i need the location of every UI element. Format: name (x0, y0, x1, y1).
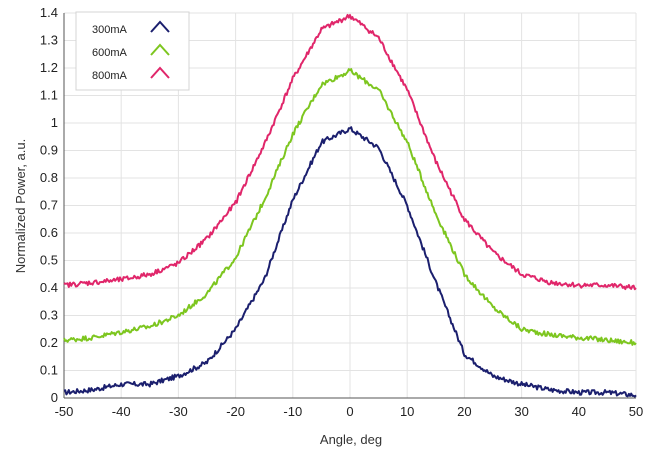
y-tick-label: 0.3 (40, 308, 58, 323)
x-tick-label: 40 (572, 404, 586, 419)
y-tick-label: 1.2 (40, 60, 58, 75)
y-tick-label: 0.8 (40, 170, 58, 185)
x-tick-label: 30 (514, 404, 528, 419)
series-lines (63, 13, 637, 398)
axes: -50 -40 -30 -20 -10 0 10 20 30 40 50 0 0.1 0.2 0.3 0.4 0… (40, 5, 643, 419)
y-tick-label: 0.1 (40, 363, 58, 378)
legend-label-800mA: 800mA (92, 70, 128, 82)
x-axis-label: Angle, deg (320, 432, 382, 447)
y-tick-label: 0.9 (40, 143, 58, 158)
x-tick-label: 20 (457, 404, 471, 419)
y-tick-label: 0 (51, 390, 58, 405)
y-tick-label: 1.1 (40, 88, 58, 103)
x-tick-label: 10 (400, 404, 414, 419)
x-tick-label: 0 (346, 404, 353, 419)
legend: 300mA 600mA 800mA (75, 11, 190, 91)
y-tick-label: 0.7 (40, 198, 58, 213)
legend-marker-800mA (150, 66, 170, 79)
legend-marker-300mA (150, 20, 170, 33)
x-tick-label: 50 (629, 404, 643, 419)
series-line-800mA (63, 13, 637, 291)
y-tick-label: 0.6 (40, 225, 58, 240)
y-tick-label: 1.4 (40, 5, 58, 20)
series-line-600mA (63, 68, 637, 346)
legend-box (75, 11, 190, 91)
y-tick-label: 0.4 (40, 280, 58, 295)
legend-marker-600mA (150, 43, 170, 56)
x-tick-label: -40 (112, 404, 131, 419)
y-tick-label: 1 (51, 115, 58, 130)
x-tick-label: -20 (226, 404, 245, 419)
x-tick-label: -10 (283, 404, 302, 419)
y-tick-label: 1.3 (40, 33, 58, 48)
legend-label-300mA: 300mA (92, 24, 128, 36)
legend-label-600mA: 600mA (92, 47, 128, 59)
series-line-300mA (63, 126, 637, 398)
x-tick-label: -30 (169, 404, 188, 419)
y-tick-label: 0.2 (40, 335, 58, 350)
x-tick-label: -50 (55, 404, 74, 419)
y-axis-label: Normalized Power, a.u. (13, 139, 28, 273)
y-tick-label: 0.5 (40, 253, 58, 268)
